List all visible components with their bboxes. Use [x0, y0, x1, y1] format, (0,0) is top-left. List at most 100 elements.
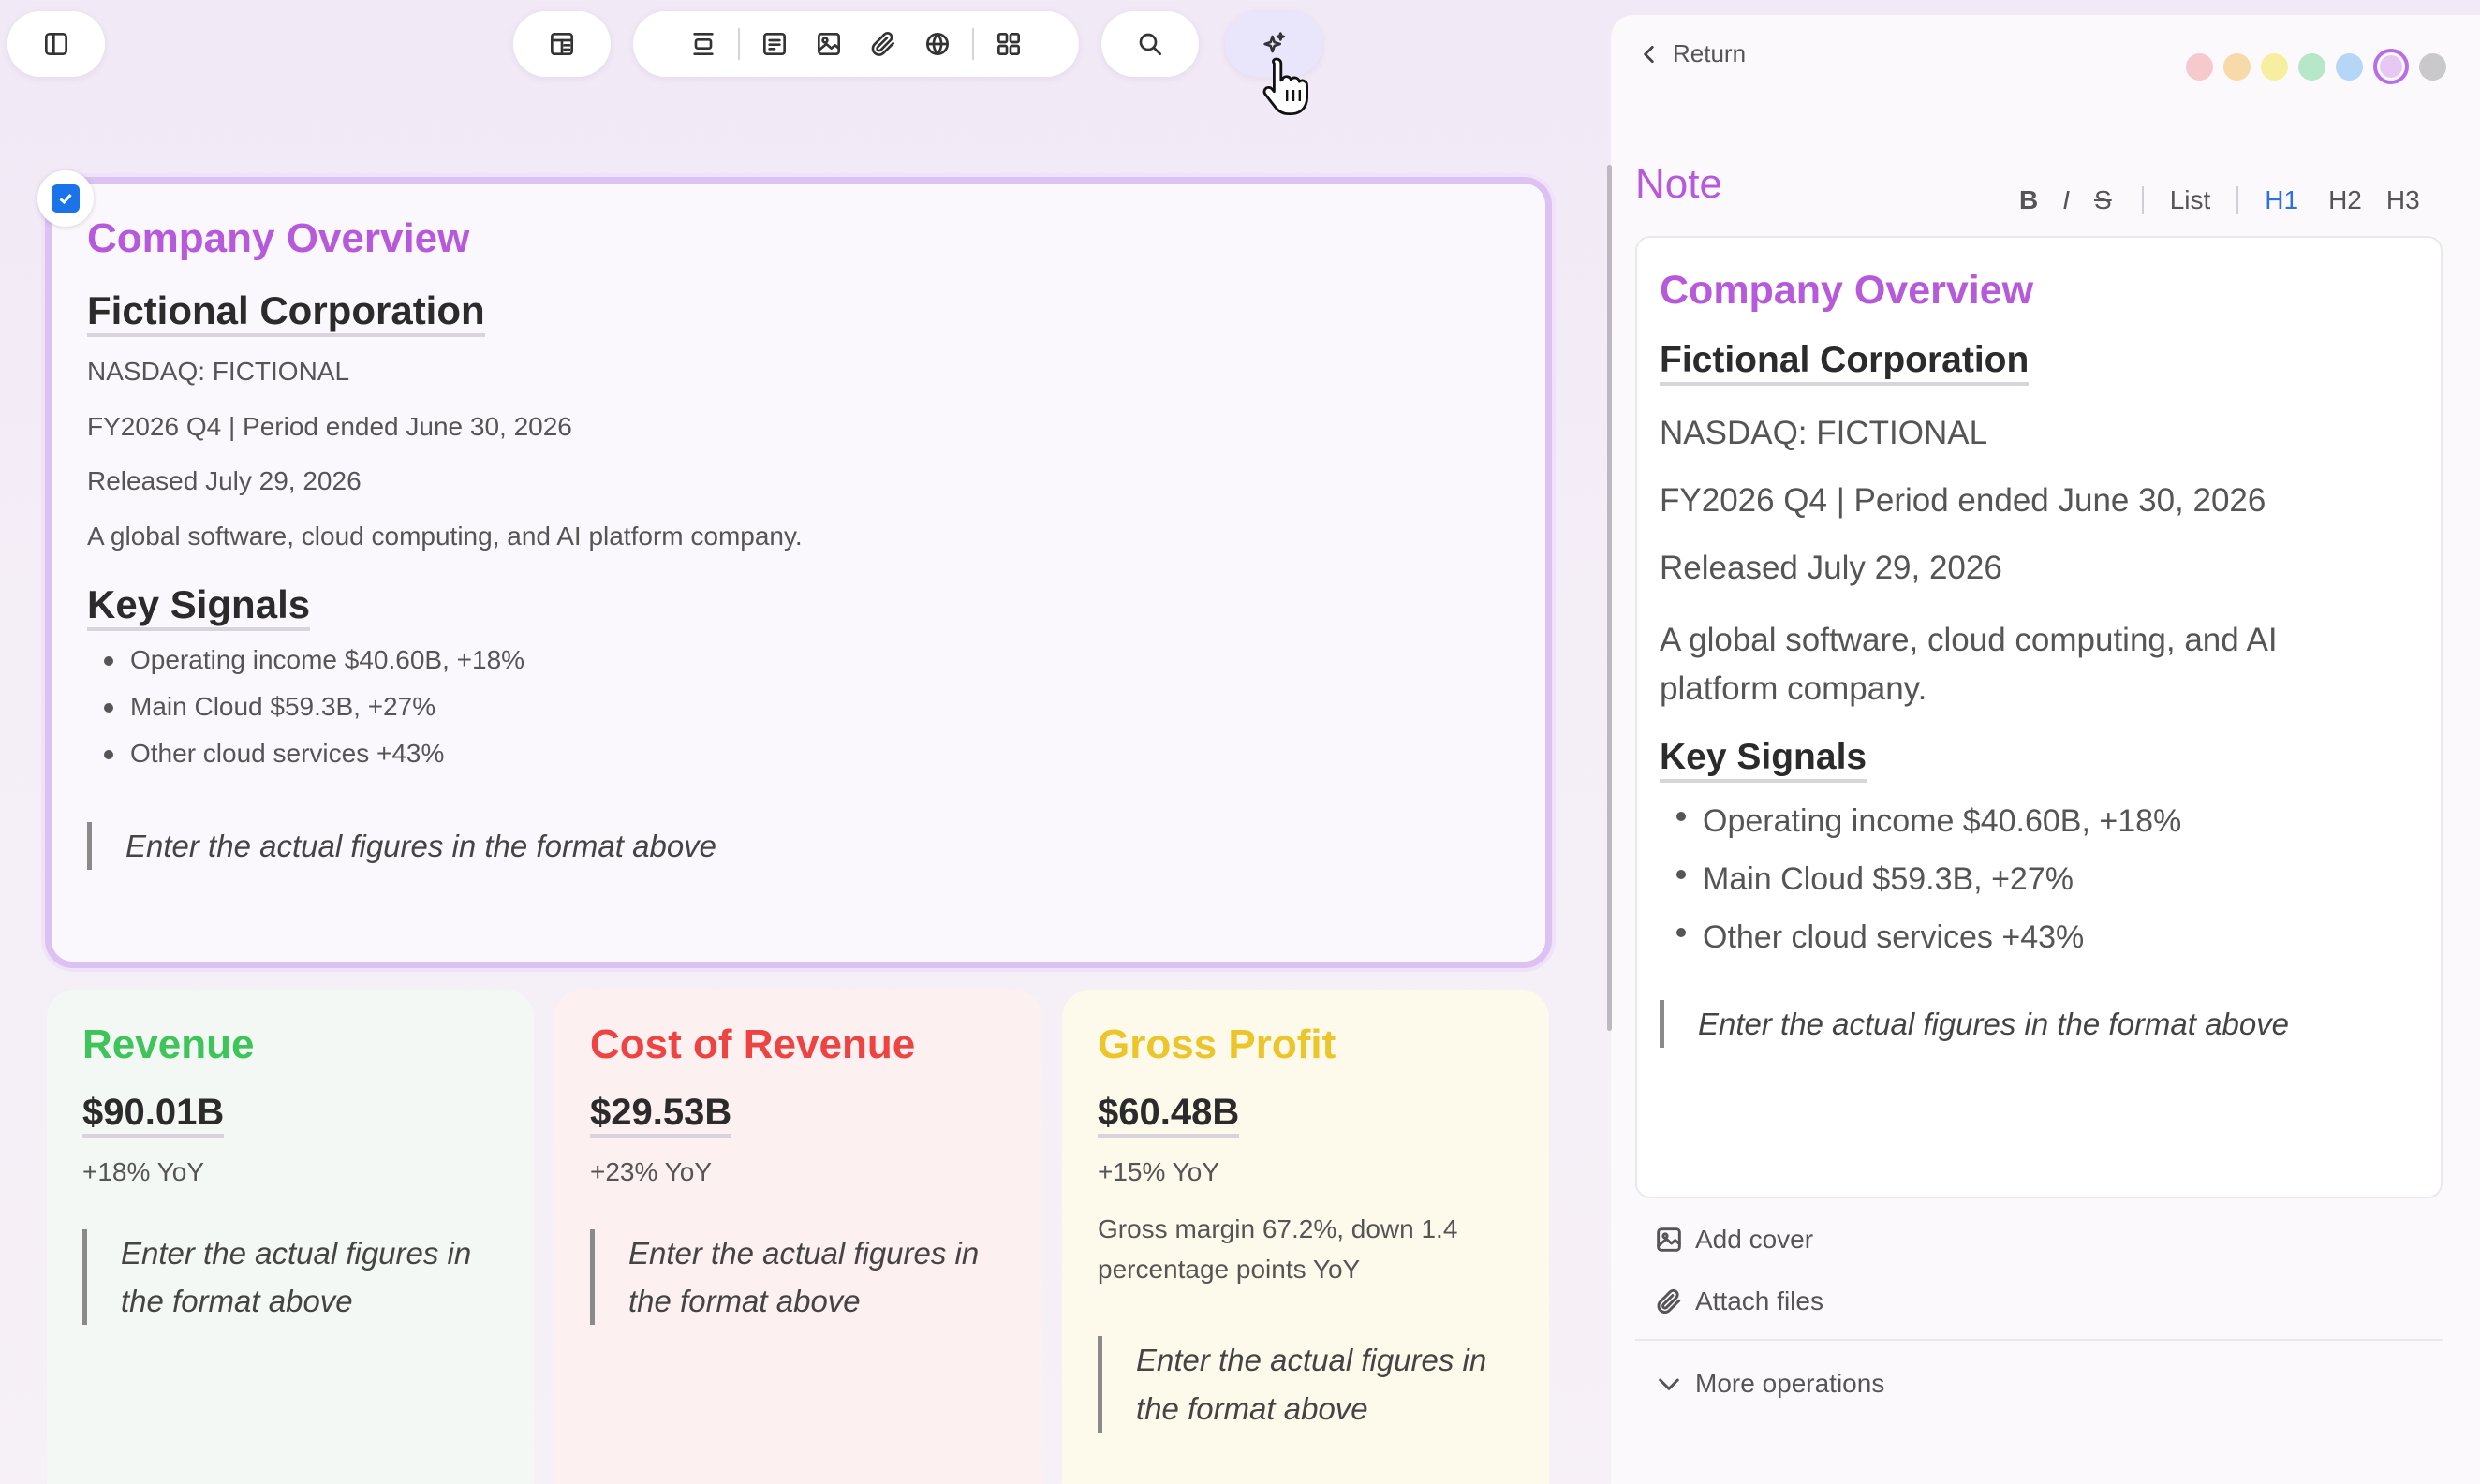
globe-icon	[926, 33, 949, 55]
toolbar-divider	[972, 28, 974, 60]
cost-of-revenue-card[interactable]: Cost of Revenue $29.53B +23% YoY Enter t…	[554, 990, 1041, 1484]
attach-files-label: Attach files	[1695, 1286, 1823, 1315]
list-item: Other cloud services +43%	[1660, 908, 2418, 966]
quote-line: the format above	[1136, 1390, 1368, 1426]
gross-profit-card[interactable]: Gross Profit $60.48B +15% YoY Gross marg…	[1062, 990, 1549, 1484]
key-signals-heading: Key Signals	[87, 582, 311, 631]
margin-line: percentage points YoY	[1098, 1254, 1361, 1284]
bold-button[interactable]: B	[2019, 185, 2039, 214]
gross-profit-amount: $60.48B	[1098, 1091, 1240, 1138]
cost-of-revenue-amount: $29.53B	[590, 1091, 732, 1138]
company-name: Fictional Corporation	[87, 288, 485, 338]
note-description: A global software, cloud computing, and …	[1660, 616, 2418, 714]
strikethrough-button[interactable]: S	[2094, 185, 2112, 214]
color-swatch-yellow[interactable]	[2261, 52, 2288, 81]
h2-button[interactable]: H2	[2328, 185, 2362, 214]
cost-of-revenue-title: Cost of Revenue	[590, 1021, 916, 1067]
period-text: FY2026 Q4 | Period ended June 30, 2026	[87, 411, 572, 441]
note-signals-list: Operating income $40.60B, +18% Main Clou…	[1660, 792, 2418, 966]
placeholder-quote: Enter the actual figures in the format a…	[82, 1228, 498, 1325]
placeholder-quote: Enter the actual figures in the format a…	[590, 1228, 1006, 1325]
color-swatch-green[interactable]	[2298, 52, 2325, 81]
paperclip-icon	[1657, 1288, 1681, 1314]
placeholder-quote: Enter the actual figures in the format a…	[87, 821, 1510, 871]
panel-divider	[1635, 1339, 2443, 1341]
sidebar-toggle-button[interactable]	[7, 11, 105, 77]
list-item: Main Cloud $59.3B, +27%	[1660, 850, 2418, 908]
return-label: Return	[1673, 39, 1747, 67]
note-company-name: Fictional Corporation	[1660, 340, 2030, 386]
more-operations-toggle[interactable]: More operations	[1654, 1369, 1884, 1399]
quote-line: Enter the actual figures in	[1136, 1343, 1487, 1378]
widgets-button[interactable]	[982, 17, 1036, 71]
key-signals-list: Operating income $40.60B, +18% Main Clou…	[87, 637, 1510, 777]
list-button[interactable]: List	[2169, 185, 2211, 214]
format-divider	[2236, 186, 2239, 214]
color-swatches	[2186, 49, 2446, 84]
italic-button[interactable]: I	[2062, 185, 2071, 214]
search-icon	[1123, 17, 1177, 71]
quote-line: Enter the actual figures in	[121, 1235, 472, 1271]
toolbar-divider	[738, 28, 740, 60]
layout-icon	[535, 17, 589, 71]
desc-line: platform company.	[1660, 670, 1927, 708]
add-cover-label: Add cover	[1695, 1225, 1814, 1254]
quote-line: the format above	[628, 1283, 861, 1318]
note-ticker: NASDAQ: FICTIONAL	[1660, 414, 1988, 451]
quote-line: Enter the actual figures in	[628, 1235, 980, 1271]
image-button[interactable]	[802, 17, 856, 71]
sidebar-panel-icon	[29, 17, 83, 71]
h3-button[interactable]: H3	[2385, 185, 2420, 214]
list-item: Operating income $40.60B, +18%	[1660, 792, 2418, 850]
format-divider	[2141, 186, 2144, 214]
format-toolbar: B I S List H1 H2 H3	[2002, 185, 2428, 215]
note-label: Note	[1635, 161, 1722, 207]
list-item: Main Cloud $59.3B, +27%	[87, 683, 1510, 730]
note-icon	[763, 33, 786, 55]
note-placeholder-quote: Enter the actual figures in the format a…	[1660, 999, 2418, 1048]
note-released: Released July 29, 2026	[1660, 549, 2002, 586]
image-icon	[818, 33, 840, 55]
gross-margin-text: Gross margin 67.2%, down 1.4 percentage …	[1098, 1209, 1513, 1290]
color-swatch-purple-selected[interactable]	[2373, 49, 2409, 84]
chevron-down-icon	[1659, 1378, 1679, 1390]
sparkle-icon	[1247, 17, 1301, 71]
revenue-card[interactable]: Revenue $90.01B +18% YoY Enter the actua…	[47, 990, 534, 1484]
scrollbar[interactable]	[1607, 165, 1612, 1031]
insert-toolbar	[633, 11, 1079, 77]
web-link-button[interactable]	[910, 17, 965, 71]
overview-title: Company Overview	[87, 215, 470, 261]
color-swatch-pink[interactable]	[2186, 52, 2213, 81]
note-editor[interactable]: Company Overview Fictional Corporation N…	[1635, 236, 2443, 1198]
quote-line: the format above	[121, 1283, 353, 1318]
checkmark-icon	[52, 184, 80, 213]
widgets-icon	[997, 33, 1020, 55]
desc-line: A global software, cloud computing, and …	[1660, 621, 2278, 658]
select-card-checkbox[interactable]	[37, 170, 94, 227]
note-key-signals-heading: Key Signals	[1660, 737, 1867, 783]
ticker-text: NASDAQ: FICTIONAL	[87, 357, 350, 387]
note-button[interactable]	[747, 17, 802, 71]
more-operations-label: More operations	[1695, 1369, 1885, 1398]
released-text: Released July 29, 2026	[87, 466, 362, 496]
list-item: Other cloud services +43%	[87, 730, 1510, 777]
company-overview-card[interactable]: Company Overview Fictional Corporation N…	[45, 177, 1552, 968]
revenue-yoy: +18% YoY	[82, 1157, 205, 1186]
color-swatch-gray[interactable]	[2419, 52, 2446, 81]
gross-profit-yoy: +15% YoY	[1098, 1157, 1220, 1186]
attachment-button[interactable]	[856, 17, 910, 71]
note-title: Company Overview	[1660, 268, 2034, 313]
align-block-icon	[693, 33, 714, 55]
h1-button[interactable]: H1	[2265, 185, 2299, 214]
search-button[interactable]	[1101, 11, 1199, 77]
paperclip-icon	[871, 32, 894, 56]
add-cover-button[interactable]: Add cover	[1654, 1225, 1813, 1255]
note-period: FY2026 Q4 | Period ended June 30, 2026	[1660, 481, 2266, 519]
attach-files-button[interactable]: Attach files	[1654, 1286, 1823, 1316]
text-block-button[interactable]	[676, 17, 731, 71]
layout-button[interactable]	[513, 11, 611, 77]
color-swatch-blue[interactable]	[2336, 52, 2363, 81]
return-button[interactable]: Return	[1637, 39, 1746, 68]
placeholder-quote: Enter the actual figures in the format a…	[1098, 1336, 1513, 1433]
color-swatch-orange[interactable]	[2223, 52, 2251, 81]
